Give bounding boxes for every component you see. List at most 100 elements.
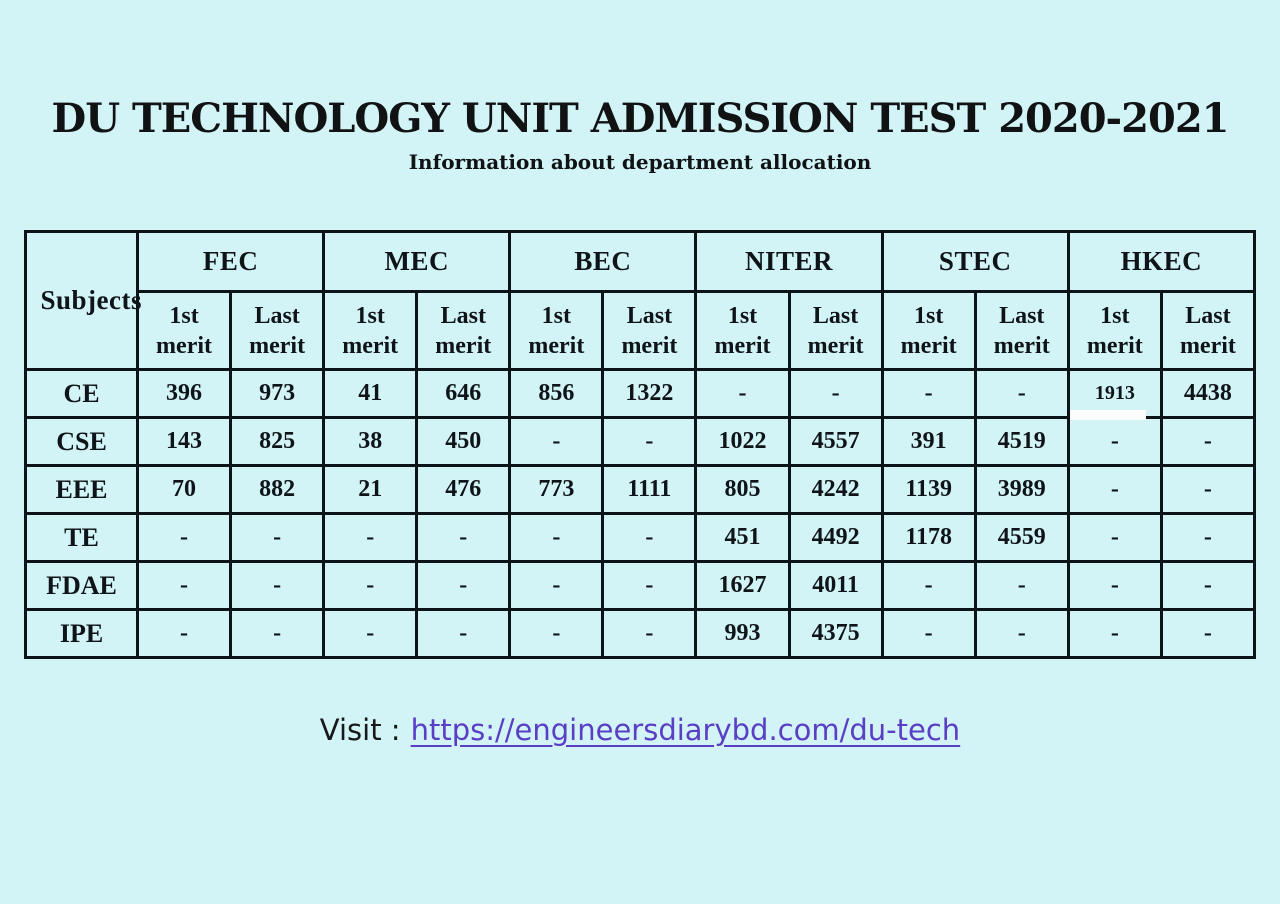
merit-cell: - [1066, 464, 1163, 515]
footer: Visit : https://engineersdiarybd.com/du-t… [0, 713, 1280, 747]
merit-cell: - [508, 560, 605, 611]
merit-cell: 451 [694, 512, 791, 563]
merit-cell: 391 [880, 416, 977, 467]
subcolumn-header-label: Last merit [1179, 302, 1236, 359]
table-row: EEE 70 882 21 476 773 1111 805 4242 1139 3989- - [24, 464, 1257, 515]
row-header-fdae: FDAE [24, 560, 139, 611]
subcolumn-header-label: Last merit [249, 302, 306, 359]
merit-cell: - [880, 608, 977, 659]
table-row: FDAE - - - - - -1627 4011- - - - [24, 560, 1257, 611]
merit-cell: 4242 [787, 464, 884, 515]
subcolumn-header-label: Last merit [993, 302, 1050, 359]
merit-cell: - [229, 512, 326, 563]
merit-cell: - [880, 368, 977, 419]
subcolumn-header-fec-last: Last merit [229, 290, 326, 371]
merit-cell: - [1159, 560, 1257, 611]
group-header-bec: BEC [508, 230, 698, 293]
merit-cell: - [508, 608, 605, 659]
group-header-fec: FEC [135, 230, 326, 293]
table-row: TE - - - - - -451 4492 1178 4559- - [24, 512, 1257, 563]
merit-cell: 1111 [601, 464, 698, 515]
subcolumn-header-label: 1st merit [528, 302, 585, 359]
row-header-cse: CSE [24, 416, 139, 467]
merit-cell: - [322, 512, 419, 563]
visit-label: Visit : [319, 713, 401, 747]
subcolumn-header-mec-last: Last merit [415, 290, 512, 371]
merit-cell: - [415, 560, 512, 611]
merit-cell: 450 [415, 416, 512, 467]
subcolumn-header-label: 1st merit [1086, 302, 1143, 359]
merit-cell: 1022 [694, 416, 791, 467]
merit-cell: 1139 [880, 464, 977, 515]
merit-cell: - [1066, 608, 1163, 659]
merit-cell: 856 [508, 368, 605, 419]
subcolumn-header-stec-1st: 1st merit [880, 290, 977, 371]
merit-cell: 882 [229, 464, 326, 515]
merit-cell: - [601, 416, 698, 467]
merit-cell: 396 [135, 368, 233, 419]
merit-cell: - [601, 560, 698, 611]
subcolumn-header-bec-last: Last merit [601, 290, 698, 371]
page-title: DU TECHNOLOGY UNIT ADMISSION TEST 2020-2… [51, 95, 1230, 142]
merit-cell: 1322 [601, 368, 698, 419]
merit-cell: - [508, 416, 605, 467]
merit-cell: 4438 [1159, 368, 1257, 419]
merit-cell: 70 [135, 464, 233, 515]
merit-cell: - [973, 608, 1070, 659]
merit-cell: 4519 [973, 416, 1070, 467]
merit-cell: - [1066, 560, 1163, 611]
subcolumn-header-label: 1st merit [342, 302, 399, 359]
merit-cell: - [1066, 512, 1163, 563]
merit-cell: 4559 [973, 512, 1070, 563]
row-header-ce: CE [24, 368, 139, 419]
merit-cell: 143 [135, 416, 233, 467]
merit-cell: 4375 [787, 608, 884, 659]
merit-cell: 646 [415, 368, 512, 419]
merit-cell: 1627 [694, 560, 791, 611]
merit-cell: - [322, 560, 419, 611]
merit-cell: - [322, 608, 419, 659]
group-header-mec: MEC [322, 230, 512, 293]
website-link[interactable]: https://engineersdiarybd.com/du-tech [410, 713, 961, 747]
table-row: CE 396 973 41 646 856 1322- - - -1913 4438 [24, 368, 1257, 422]
merit-cell: 1178 [880, 512, 977, 563]
subcolumn-header-niter-1st: 1st merit [694, 290, 791, 371]
table-row: IPE - - - - - -993 4375- - - - [24, 608, 1257, 659]
merit-cell: - [415, 512, 512, 563]
merit-cell: - [508, 512, 605, 563]
subcolumn-header-row: 1st merit Last merit 1st merit Last meri… [26, 290, 1257, 371]
merit-cell: - [415, 608, 512, 659]
subcolumn-header-label: 1st merit [714, 302, 771, 359]
merit-cell: - [1159, 416, 1257, 467]
merit-cell: - [601, 608, 698, 659]
merit-cell: - [787, 368, 884, 419]
merit-cell: - [880, 560, 977, 611]
row-header-ipe: IPE [24, 608, 139, 659]
merit-cell: - [1159, 608, 1257, 659]
subcolumn-header-label: Last merit [621, 302, 678, 359]
merit-cell: - [229, 560, 326, 611]
group-header-hkec: HKEC [1066, 230, 1257, 293]
table-row: CSE 143 825 38 450- -1022 4557 391 4519- - [24, 416, 1257, 467]
merit-cell: 3989 [973, 464, 1070, 515]
column-header-subjects: Subjects [24, 230, 142, 371]
merit-cell: - [1159, 512, 1257, 563]
merit-cell: - [1159, 464, 1257, 515]
row-header-eee: EEE [24, 464, 139, 515]
merit-cell: 825 [229, 416, 326, 467]
row-header-te: TE [24, 512, 139, 563]
merit-cell: 476 [415, 464, 512, 515]
subcolumn-header-bec-1st: 1st merit [508, 290, 605, 371]
subcolumn-header-label: 1st merit [156, 302, 213, 359]
subcolumn-header-stec-last: Last merit [973, 290, 1070, 371]
subcolumn-header-label: Last merit [435, 302, 492, 359]
subcolumn-header-fec-1st: 1st merit [135, 290, 233, 371]
merit-cell: - [1066, 416, 1163, 467]
subcolumn-header-hkec-1st: 1st merit [1066, 290, 1163, 371]
merit-cell: - [135, 560, 233, 611]
merit-cell: 1913 [1066, 368, 1163, 422]
merit-cell: - [601, 512, 698, 563]
merit-cell: - [973, 560, 1070, 611]
subcolumn-header-niter-last: Last merit [787, 290, 884, 371]
